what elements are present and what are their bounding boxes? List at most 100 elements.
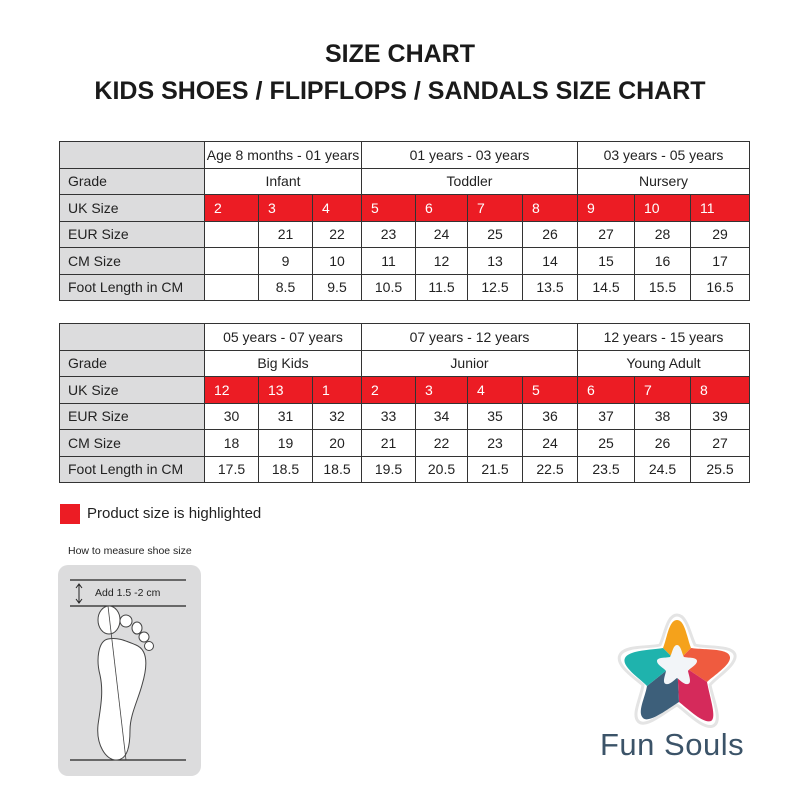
uk-cell: 2 [204,194,259,222]
cm-cell: 24 [522,429,578,457]
uk-cell: 4 [312,194,362,222]
eur-cell: 30 [204,402,259,430]
cm-cell: 17 [690,247,750,275]
uk-cell: 3 [415,376,468,404]
cm-cell: 9 [258,247,313,275]
eur-cell: 21 [258,220,313,248]
uk-cell: 12 [204,376,259,404]
row-label: EUR Size [59,402,205,430]
foot-cell: 22.5 [522,455,578,483]
row-label: Grade [59,167,205,195]
eur-cell: 32 [312,402,362,430]
foot-cell: 11.5 [415,273,468,301]
foot-cell: 15.5 [634,273,691,301]
cm-cell: 27 [690,429,750,457]
eur-cell: 37 [577,402,635,430]
row-label: Foot Length in CM [59,273,205,301]
age-range-cell: 07 years - 12 years [361,323,578,351]
cm-row: CM Size 9 10 11 12 13 14 15 16 17 [59,247,750,275]
foot-cell: 18.5 [258,455,313,483]
foot-cell [204,273,259,301]
grade-cell: Infant [204,167,362,195]
eur-cell: 29 [690,220,750,248]
foot-cell: 14.5 [577,273,635,301]
age-range-cell: 03 years - 05 years [577,141,750,169]
row-label: Grade [59,349,205,377]
row-label: UK Size [59,376,205,404]
foot-cell: 8.5 [258,273,313,301]
cm-cell: 25 [577,429,635,457]
grade-row: Grade Infant Toddler Nursery [59,167,750,195]
age-range-cell: 05 years - 07 years [204,323,362,351]
uk-cell: 3 [258,194,313,222]
cm-cell: 21 [361,429,416,457]
grade-cell: Nursery [577,167,750,195]
cm-cell: 26 [634,429,691,457]
foot-cell: 18.5 [312,455,362,483]
uk-cell: 5 [522,376,578,404]
uk-cell: 8 [522,194,578,222]
foot-row: Foot Length in CM 8.5 9.5 10.5 11.5 12.5 13.5 1… [59,273,750,301]
uk-cell: 2 [361,376,416,404]
eur-cell: 33 [361,402,416,430]
eur-cell: 27 [577,220,635,248]
foot-cell: 10.5 [361,273,416,301]
eur-cell: 23 [361,220,416,248]
foot-cell: 12.5 [467,273,523,301]
eur-cell: 34 [415,402,468,430]
uk-cell: 7 [634,376,691,404]
eur-cell: 38 [634,402,691,430]
eur-cell: 39 [690,402,750,430]
cm-cell: 19 [258,429,313,457]
eur-cell: 28 [634,220,691,248]
corner-cell [59,323,205,351]
brand-logo-star-icon [617,613,737,728]
cm-cell: 13 [467,247,523,275]
cm-cell: 11 [361,247,416,275]
foot-cell: 9.5 [312,273,362,301]
age-row: 05 years - 07 years 07 years - 12 years 12… [59,323,750,351]
foot-cell: 17.5 [204,455,259,483]
brand-name: Fun Souls [600,727,745,762]
uk-cell: 8 [690,376,750,404]
eur-cell: 24 [415,220,468,248]
cm-cell: 18 [204,429,259,457]
legend-text: Product size is highlighted [87,505,262,522]
foot-cell: 19.5 [361,455,416,483]
uk-cell: 11 [690,194,750,222]
eur-cell: 36 [522,402,578,430]
page-title: SIZE CHART [325,40,475,68]
eur-cell: 25 [467,220,523,248]
eur-cell: 22 [312,220,362,248]
eur-cell: 26 [522,220,578,248]
cm-cell: 23 [467,429,523,457]
uk-row: UK Size 2 3 4 5 6 7 8 9 10 11 [59,194,750,222]
foot-cell: 20.5 [415,455,468,483]
grade-cell: Young Adult [577,349,750,377]
uk-cell: 7 [467,194,523,222]
eur-row: EUR Size 21 22 23 24 25 26 27 28 29 [59,220,750,248]
cm-cell: 12 [415,247,468,275]
foot-diagram-icon [70,579,186,761]
uk-row: UK Size 12 13 1 2 3 4 5 6 7 8 [59,376,750,404]
grade-row: Grade Big Kids Junior Young Adult [59,349,750,377]
foot-cell: 24.5 [634,455,691,483]
row-label: EUR Size [59,220,205,248]
size-table-1: Age 8 months - 01 years 01 years - 03 yea… [59,141,750,301]
foot-cell: 23.5 [577,455,635,483]
row-label: CM Size [59,247,205,275]
eur-cell: 35 [467,402,523,430]
uk-cell: 4 [467,376,523,404]
foot-cell: 13.5 [522,273,578,301]
foot-cell: 16.5 [690,273,750,301]
eur-row: EUR Size 30 31 32 33 34 35 36 37 38 39 [59,402,750,430]
size-table-2: 05 years - 07 years 07 years - 12 years 12… [59,323,750,483]
foot-row: Foot Length in CM 17.5 18.5 18.5 19.5 20.5 21.… [59,455,750,483]
cm-cell: 22 [415,429,468,457]
uk-cell: 13 [258,376,313,404]
foot-cell: 25.5 [690,455,750,483]
uk-cell: 5 [361,194,416,222]
row-label: Foot Length in CM [59,455,205,483]
grade-cell: Big Kids [204,349,362,377]
